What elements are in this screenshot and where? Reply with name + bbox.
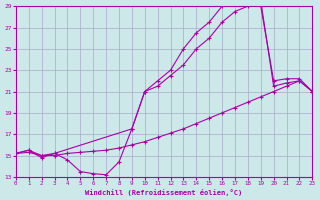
X-axis label: Windchill (Refroidissement éolien,°C): Windchill (Refroidissement éolien,°C) bbox=[85, 189, 243, 196]
